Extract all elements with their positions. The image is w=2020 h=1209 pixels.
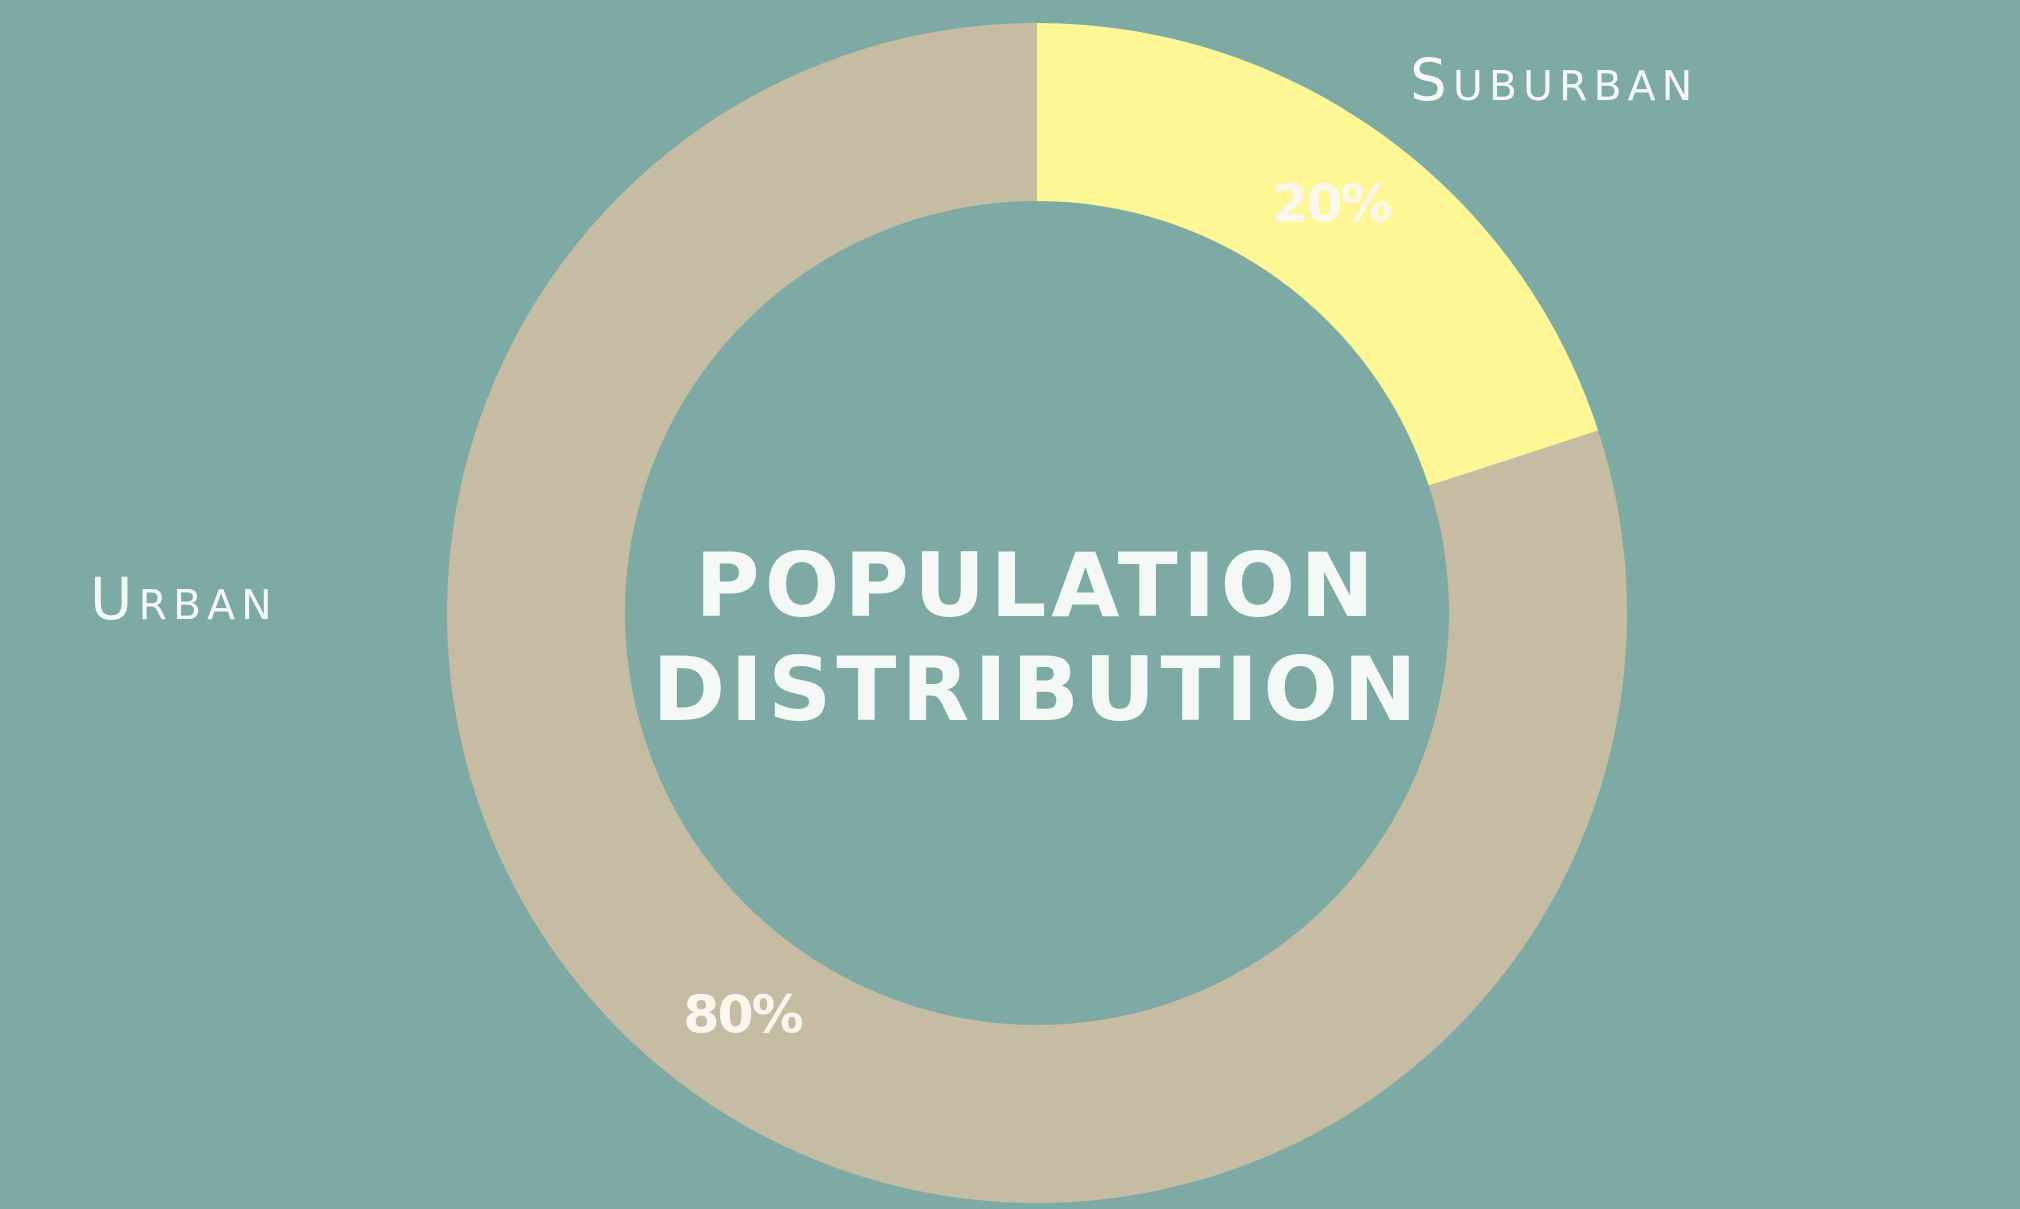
donut bbox=[446, 23, 1627, 1204]
chart-title: POPULATION DISTRIBUTION bbox=[652, 534, 1421, 741]
donut-slice bbox=[446, 23, 1627, 1204]
donut-slice bbox=[1037, 23, 1599, 486]
value-label: 80% bbox=[683, 985, 802, 1045]
category-label: Urban bbox=[90, 565, 278, 633]
value-label: 20% bbox=[1272, 175, 1391, 235]
category-label: Suburban bbox=[1410, 46, 1698, 114]
